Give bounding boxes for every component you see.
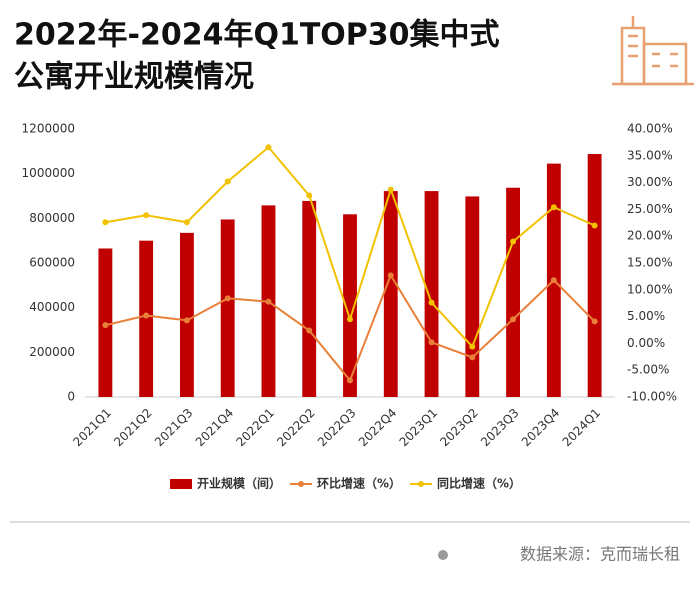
y2-tick-label: 25.00% (627, 202, 673, 216)
point (550, 277, 557, 284)
point (469, 354, 476, 361)
x-tick-label: 2022Q3 (315, 406, 359, 450)
legend-label: 环比增速（%） (317, 476, 401, 491)
x-tick-label: 2023Q1 (397, 406, 441, 450)
y-tick-label: 1200000 (22, 122, 75, 136)
y2-tick-label: -5.00% (627, 363, 669, 377)
y-tick-label: 1000000 (22, 166, 75, 180)
point (347, 377, 353, 384)
y2-tick-label: 20.00% (627, 229, 673, 243)
legend-swatch (418, 481, 424, 487)
point (306, 192, 313, 199)
bar (587, 154, 602, 397)
bar (220, 219, 235, 397)
x-tick-label: 2023Q3 (478, 406, 522, 450)
source: 数据来源：克而瑞长租 (520, 545, 680, 564)
building-icon (612, 16, 694, 86)
y2-tick-label: 10.00% (627, 282, 673, 296)
bar (383, 191, 398, 397)
point (387, 272, 394, 279)
point (428, 339, 435, 346)
point (591, 318, 598, 325)
x-tick-label: 2023Q4 (519, 406, 563, 450)
point (265, 298, 272, 305)
point (102, 322, 109, 329)
y2-tick-label: -10.00% (627, 390, 677, 404)
chart-title: 2022年-2024年Q1TOP30集中式 (14, 18, 500, 53)
x-tick-label: 2022Q4 (356, 406, 400, 450)
chart-subtitle: 公寓开业规模情况 (14, 60, 254, 95)
y2-tick-label: 15.00% (627, 256, 673, 270)
source-dot (438, 550, 448, 560)
x-tick-label: 2024Q1 (560, 406, 604, 450)
point (550, 204, 557, 211)
point (183, 219, 190, 226)
point (224, 178, 231, 185)
y2-tick-label: 0.00% (627, 336, 665, 350)
point (143, 312, 150, 319)
bar (343, 214, 357, 397)
x-tick-label: 2022Q1 (233, 406, 277, 450)
y-tick-label: 200000 (29, 345, 75, 359)
bar (179, 232, 194, 397)
y2-tick-label: 35.00% (627, 148, 673, 162)
point (510, 316, 517, 323)
point (306, 327, 313, 334)
y-tick-label: 600000 (29, 256, 75, 270)
point (102, 219, 109, 226)
bar (465, 196, 480, 397)
legend-swatch (298, 481, 304, 487)
point (183, 317, 190, 324)
point (469, 343, 476, 350)
x-tick-label: 2021Q1 (70, 406, 114, 450)
bar (139, 240, 154, 397)
bar (506, 187, 521, 397)
point (591, 222, 598, 229)
point (265, 144, 272, 151)
legend-swatch (170, 479, 192, 489)
x-tick-label: 2021Q3 (152, 406, 196, 450)
bar (302, 200, 317, 397)
y2-tick-label: 5.00% (627, 309, 665, 323)
bar (424, 191, 439, 397)
point (347, 316, 353, 323)
point (224, 295, 231, 302)
y-tick-label: 400000 (29, 300, 75, 314)
legend-label: 同比增速（%） (437, 476, 521, 491)
point (143, 212, 150, 219)
point (387, 186, 394, 193)
x-tick-label: 2021Q4 (193, 406, 237, 450)
x-tick-label: 2022Q2 (274, 406, 318, 450)
x-tick-label: 2023Q2 (437, 406, 481, 450)
y-tick-label: 0 (67, 390, 75, 404)
x-tick-label: 2021Q2 (111, 406, 155, 450)
point (428, 299, 435, 306)
y2-tick-label: 30.00% (627, 175, 673, 189)
y2-tick-label: 40.00% (627, 122, 673, 136)
legend-label: 开业规模（间） (197, 476, 281, 491)
point (510, 238, 517, 245)
y-tick-label: 800000 (29, 211, 75, 225)
